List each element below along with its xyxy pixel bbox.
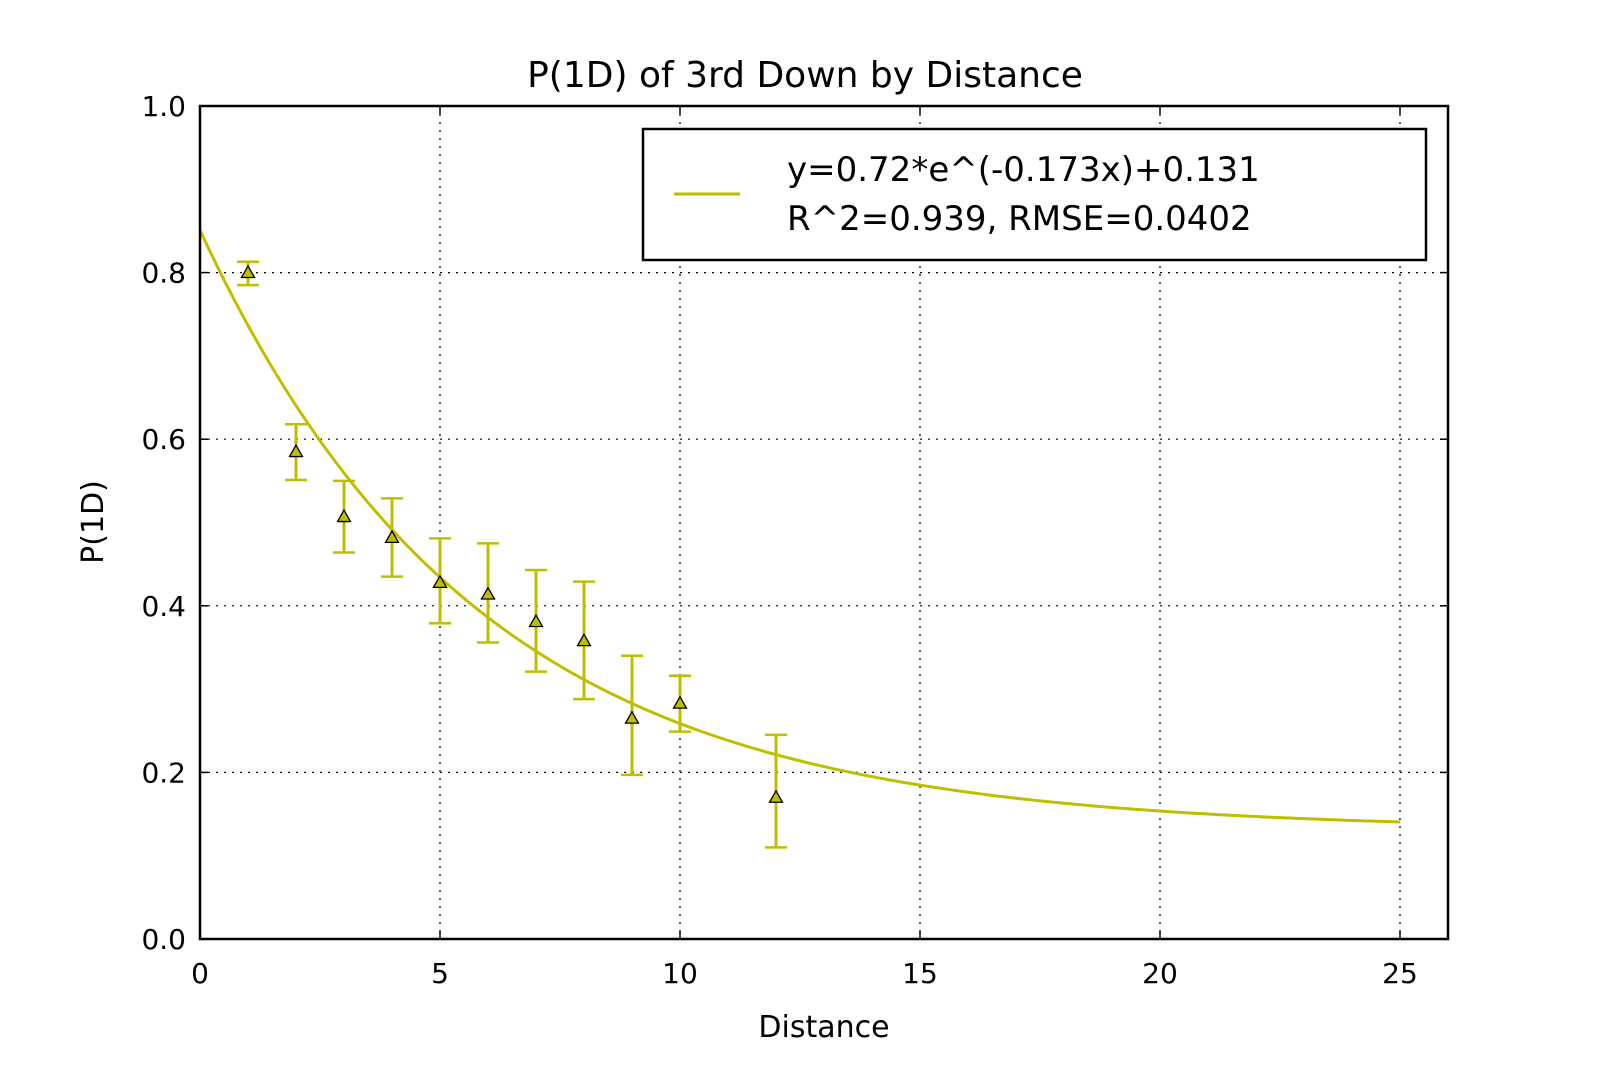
y-axis-label: P(1D) bbox=[76, 480, 111, 564]
legend: y=0.72*e^(-0.173x)+0.131 R^2=0.939, RMSE… bbox=[641, 127, 1428, 262]
x-tick-label: 15 bbox=[902, 957, 938, 990]
y-tick-label: 0.8 bbox=[141, 257, 186, 290]
legend-fit-equation: y=0.72*e^(-0.173x)+0.131 bbox=[787, 150, 1260, 190]
data-point bbox=[528, 613, 544, 628]
x-tick-label: 10 bbox=[662, 957, 698, 990]
fit-layer bbox=[198, 229, 1401, 824]
data-point bbox=[336, 508, 352, 523]
data-point bbox=[384, 529, 400, 544]
y-tick-label: 0.4 bbox=[141, 590, 186, 623]
plot-frame bbox=[198, 104, 1450, 941]
y-tick-label: 0.2 bbox=[141, 756, 186, 789]
tick-labels: 0 5 10 15 20 25 0.0 0.2 0.4 0.6 0.8 1.0 bbox=[141, 90, 1417, 990]
x-tick-label: 20 bbox=[1142, 957, 1178, 990]
data-point bbox=[624, 710, 640, 724]
data-point bbox=[768, 789, 784, 803]
x-tick-label: 25 bbox=[1382, 957, 1418, 990]
y-tick-label: 0.6 bbox=[141, 423, 186, 456]
points-layer bbox=[237, 260, 787, 849]
data-point bbox=[672, 695, 688, 709]
y-tick-label: 0.0 bbox=[141, 923, 186, 956]
data-point bbox=[576, 632, 592, 647]
x-tick-label: 5 bbox=[431, 957, 449, 990]
data-point bbox=[288, 443, 304, 458]
data-point bbox=[480, 586, 496, 600]
fit-curve bbox=[198, 229, 1401, 824]
y-tick-label: 1.0 bbox=[141, 90, 186, 123]
data-point bbox=[432, 574, 448, 589]
legend-box bbox=[641, 127, 1428, 262]
ticks bbox=[199, 105, 1448, 940]
grid bbox=[200, 106, 1448, 939]
x-axis-label: Distance bbox=[758, 1010, 889, 1045]
data-point bbox=[240, 264, 256, 279]
chart-title: P(1D) of 3rd Down by Distance bbox=[527, 55, 1083, 96]
x-tick-label: 0 bbox=[191, 957, 209, 990]
legend-fit-stats: R^2=0.939, RMSE=0.0402 bbox=[787, 199, 1252, 239]
